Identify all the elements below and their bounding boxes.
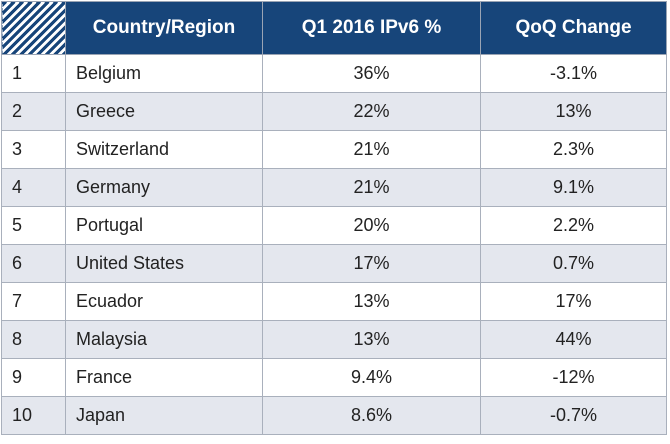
change-cell: 0.7% — [480, 244, 667, 283]
change-cell: 9.1% — [480, 168, 667, 207]
table-body: 1 Belgium 36% -3.1% 2 Greece 22% 13% 3 Switzerlan… — [1, 54, 667, 435]
header-hatch — [1, 1, 66, 55]
country-cell: Switzerland — [65, 130, 263, 169]
change-cell: -12% — [480, 358, 667, 397]
change-cell: 13% — [480, 92, 667, 131]
country-cell: Belgium — [65, 54, 263, 93]
rank-cell: 5 — [1, 206, 66, 245]
rank-cell: 4 — [1, 168, 66, 207]
header-cell: Q1 2016 IPv6 % — [262, 1, 481, 55]
header-cell: Country/Region — [65, 1, 263, 55]
table-row: 1 Belgium 36% -3.1% — [1, 54, 667, 93]
ipv6-cell: 8.6% — [262, 396, 481, 435]
ipv6-cell: 36% — [262, 54, 481, 93]
rank-cell: 3 — [1, 130, 66, 169]
change-cell: 44% — [480, 320, 667, 359]
country-cell: Portugal — [65, 206, 263, 245]
rank-cell: 6 — [1, 244, 66, 283]
table-header: Country/Region Q1 2016 IPv6 % QoQ Change — [1, 1, 667, 55]
ipv6-cell: 22% — [262, 92, 481, 131]
country-cell: Malaysia — [65, 320, 263, 359]
country-cell: Japan — [65, 396, 263, 435]
country-cell: Greece — [65, 92, 263, 131]
change-cell: 2.2% — [480, 206, 667, 245]
country-cell: France — [65, 358, 263, 397]
change-cell: 17% — [480, 282, 667, 321]
ipv6-cell: 20% — [262, 206, 481, 245]
ipv6-cell: 21% — [262, 168, 481, 207]
rank-cell: 7 — [1, 282, 66, 321]
ipv6-cell: 17% — [262, 244, 481, 283]
ipv6-cell: 9.4% — [262, 358, 481, 397]
rank-cell: 8 — [1, 320, 66, 359]
ipv6-table: Country/Region Q1 2016 IPv6 % QoQ Change… — [1, 1, 667, 435]
table-row: 6 United States 17% 0.7% — [1, 244, 667, 283]
ipv6-cell: 13% — [262, 282, 481, 321]
table-row: 10 Japan 8.6% -0.7% — [1, 396, 667, 435]
country-cell: Germany — [65, 168, 263, 207]
country-cell: United States — [65, 244, 263, 283]
table-row: 4 Germany 21% 9.1% — [1, 168, 667, 207]
table-row: 3 Switzerland 21% 2.3% — [1, 130, 667, 169]
rank-cell: 10 — [1, 396, 66, 435]
country-cell: Ecuador — [65, 282, 263, 321]
table-row: 2 Greece 22% 13% — [1, 92, 667, 131]
table-row: 8 Malaysia 13% 44% — [1, 320, 667, 359]
table-row: 5 Portugal 20% 2.2% — [1, 206, 667, 245]
rank-cell: 9 — [1, 358, 66, 397]
header-cell: QoQ Change — [480, 1, 667, 55]
rank-cell: 2 — [1, 92, 66, 131]
change-cell: -0.7% — [480, 396, 667, 435]
rank-cell: 1 — [1, 54, 66, 93]
ipv6-cell: 13% — [262, 320, 481, 359]
table-row: 7 Ecuador 13% 17% — [1, 282, 667, 321]
change-cell: -3.1% — [480, 54, 667, 93]
table-row: 9 France 9.4% -12% — [1, 358, 667, 397]
change-cell: 2.3% — [480, 130, 667, 169]
header-row: Country/Region Q1 2016 IPv6 % QoQ Change — [1, 1, 667, 55]
ipv6-cell: 21% — [262, 130, 481, 169]
